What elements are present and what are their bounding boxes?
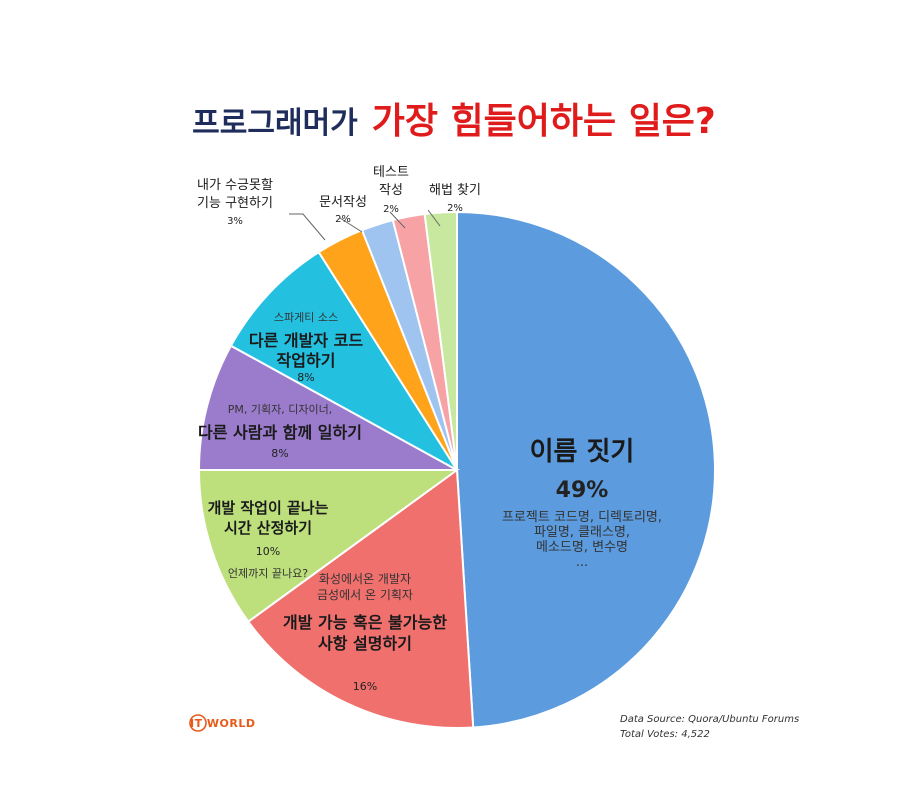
slice-5-main-label: 기능 구현하기 xyxy=(197,196,273,211)
slice-4-pre-text: 스파게티 소스 xyxy=(274,311,338,324)
slice-4-main-label: 작업하기 xyxy=(277,351,336,370)
slice-0-sub-text: 메소드명, 변수명 xyxy=(536,540,628,555)
slice-1-pre-text: 금성에서 온 기획자 xyxy=(317,588,413,602)
slice-2-main-label: 개발 작업이 끝나는 xyxy=(208,499,329,517)
slice-1-main-label: 사항 설명하기 xyxy=(318,634,412,653)
leader-lines xyxy=(289,209,441,241)
slice-6-main-label: 문서작성 xyxy=(319,195,367,210)
logo-ring xyxy=(189,714,207,732)
pie-slice-4 xyxy=(229,250,458,471)
slice-0-sub-text: ... xyxy=(576,555,588,570)
leader-line-3 xyxy=(289,213,326,241)
slice-2-main-label: 시간 산정하기 xyxy=(224,519,312,537)
slice-labels: 이름 짓기 49% 프로젝트 코드명, 디렉토리명,파일명, 클래스명,메소드명, … xyxy=(197,165,662,693)
slice-8-percent: 2% xyxy=(447,203,463,214)
total-votes: Total Votes: 4,522 xyxy=(620,729,710,740)
leader-line-2-solve xyxy=(427,209,441,227)
slice-0-percent: 49% xyxy=(556,478,609,503)
slice-3-main-label: 다른 사람과 함께 일하기 xyxy=(198,423,362,442)
slice-0-sub-text: 파일명, 클래스명, xyxy=(534,525,630,540)
slice-5-percent: 3% xyxy=(227,216,243,227)
leader-line-2-test xyxy=(389,211,406,229)
slice-2-sub-text: 언제까지 끝나요? xyxy=(228,567,308,580)
slice-1-percent: 16% xyxy=(353,680,377,693)
slice-4-percent: 8% xyxy=(297,371,314,384)
data-source: Data Source: Quora/Ubuntu Forums xyxy=(620,714,799,725)
slice-7-percent: 2% xyxy=(383,204,399,215)
slice-7-main-label: 작성 xyxy=(379,183,403,198)
slice-0-sub-text: 프로젝트 코드명, 디렉토리명, xyxy=(502,510,662,525)
slice-1-main-label: 개발 가능 혹은 불가능한 xyxy=(283,613,447,632)
slice-3-percent: 8% xyxy=(271,447,288,460)
leader-line-2-doc xyxy=(339,217,363,233)
chart-title: 프로그래머가 가장 힘들어하는 일은? xyxy=(192,101,716,142)
slice-1-pre-text: 화성에서온 개발자 xyxy=(319,572,411,586)
chart-title-part2: 가장 힘들어하는 일은? xyxy=(372,101,716,142)
pie-slice-8 xyxy=(423,210,458,471)
slice-8-main-label: 해법 찾기 xyxy=(429,183,481,198)
itworld-logo: IT WORLD xyxy=(189,714,256,732)
slice-4-main-label: 다른 개발자 코드 xyxy=(249,331,363,350)
pie-slice-2 xyxy=(197,469,461,624)
slice-2-percent: 10% xyxy=(256,545,280,558)
slice-7-main-label: 테스트 xyxy=(373,165,409,180)
pie-slices xyxy=(197,210,716,729)
slice-5-main-label: 내가 수긍못할 xyxy=(197,178,273,193)
pie-slice-0 xyxy=(456,210,716,729)
slice-3-pre-text: PM, 기획자, 디자이너, xyxy=(228,403,332,416)
chart-title-part1: 프로그래머가 xyxy=(192,106,358,141)
slice-0-main-label: 이름 짓기 xyxy=(530,437,635,467)
pie-slice-3 xyxy=(197,344,458,471)
logo-text: IT WORLD xyxy=(190,717,256,730)
slice-6-percent: 2% xyxy=(335,214,351,225)
pie-slice-1 xyxy=(246,468,475,729)
